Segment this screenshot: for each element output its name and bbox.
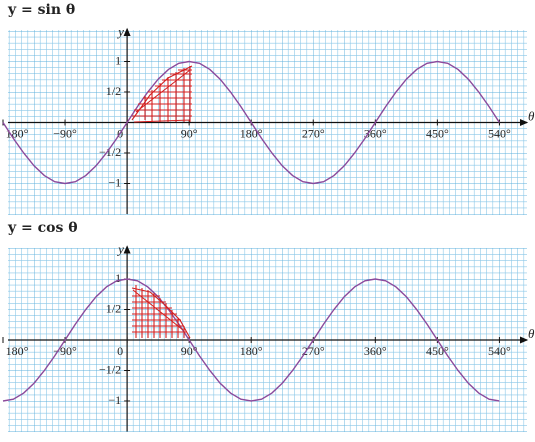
x-tick-label: 180° [240,126,263,140]
y-axis-label: y [116,241,124,256]
cos-panel: y = cos θ y θ 180° −90° 0 90° 180° 270° 360° 450° 5… [2,220,535,432]
x-axis-label: θ [528,326,535,341]
x-tick-label: 270° [302,126,325,140]
y-tick-label: −1 [108,393,121,407]
x-tick-label: 360° [364,344,387,358]
y-tick-label: −1 [108,175,121,189]
x-tick-label: −90° [53,126,77,140]
x-tick-label: 450° [426,344,449,358]
x-tick-label: −90° [53,344,77,358]
x-tick-label: 180° [6,344,29,358]
y-tick-label: −1/2 [99,362,121,376]
y-tick-label: 1/2 [106,84,121,98]
curve [2,60,501,185]
x-tick-label: 180° [240,344,263,358]
y-tick-label: 1 [115,53,121,67]
x-tick-label: 90° [181,126,198,140]
x-tick-label: 360° [364,126,387,140]
red-scribble [131,65,193,339]
y-axis-label: y [116,24,124,39]
y-tick-label: 1 [115,271,121,285]
x-tick-label: 0 [117,344,123,358]
x-tick-label: 90° [181,344,198,358]
x-tick-label: 180° [6,126,29,140]
chart-title: y = sin θ [7,2,75,18]
x-tick-label: 270° [302,344,325,358]
x-tick-label: 540° [488,344,511,358]
x-tick-label: 450° [426,126,449,140]
chart-title: y = cos θ [7,220,78,236]
x-axis-label: θ [528,108,535,123]
y-tick-label: 1/2 [106,301,121,315]
curve [2,278,500,402]
x-tick-label: 540° [488,126,511,140]
